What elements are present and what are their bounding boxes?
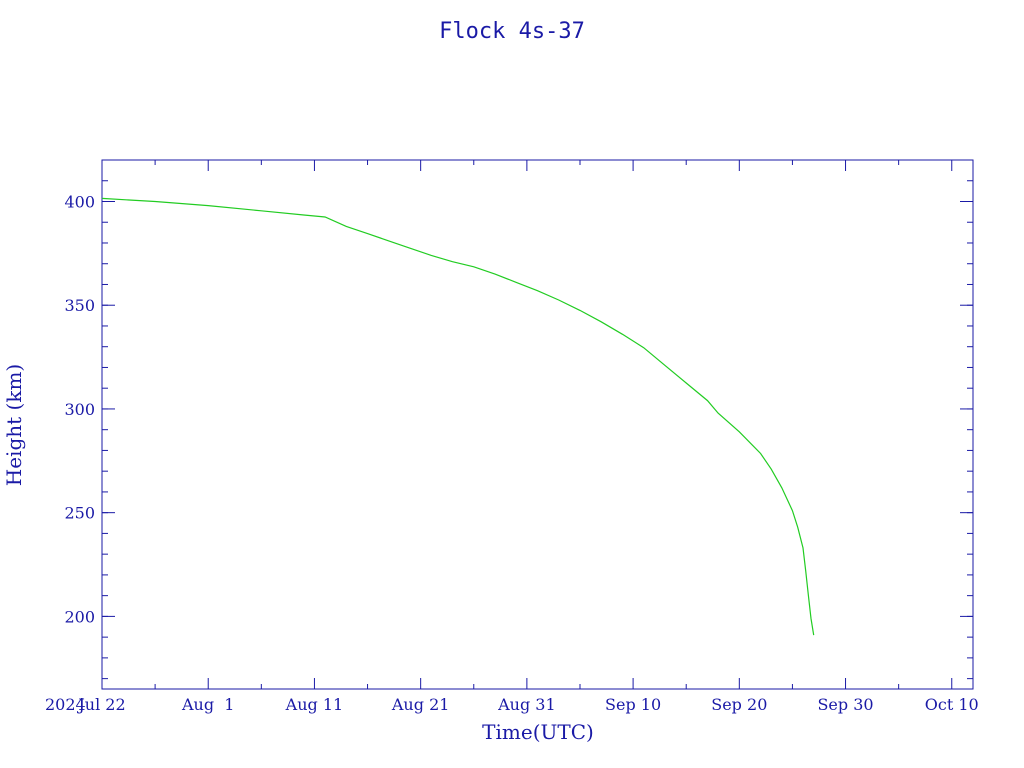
year-label: 2024	[45, 695, 86, 714]
y-tick-label: 200	[64, 607, 95, 626]
x-tick-label: Aug 21	[391, 695, 450, 714]
x-tick-label: Aug 1	[181, 695, 234, 714]
x-tick-label: Sep 20	[711, 695, 767, 714]
x-tick-label: Oct 10	[925, 695, 979, 714]
x-tick-label: Aug 11	[285, 695, 344, 714]
x-axis-label: Time(UTC)	[482, 720, 594, 744]
series-line-0	[101, 197, 815, 636]
x-tick-labels: Jul 22 Aug 1 Aug 11 Aug 21 Aug 31 Sep 10 Sep 2…	[76, 695, 978, 714]
y-tick-label: 250	[64, 504, 95, 523]
chart-title: Flock 4s-37	[439, 19, 585, 44]
axis-ticks	[101, 159, 973, 689]
y-tick-labels: 200 250 300 350 400	[64, 192, 95, 626]
x-tick-label: Aug 31	[497, 695, 556, 714]
y-axis-label: Height (km)	[2, 364, 26, 486]
series-group	[101, 197, 815, 636]
x-tick-label: Sep 30	[817, 695, 873, 714]
y-tick-label: 350	[64, 296, 95, 315]
y-tick-label: 300	[64, 400, 95, 419]
plot-frame	[101, 159, 974, 690]
y-tick-label: 400	[64, 192, 95, 211]
x-tick-label: Sep 10	[605, 695, 661, 714]
x-tick-label: Jul 22	[76, 695, 125, 714]
